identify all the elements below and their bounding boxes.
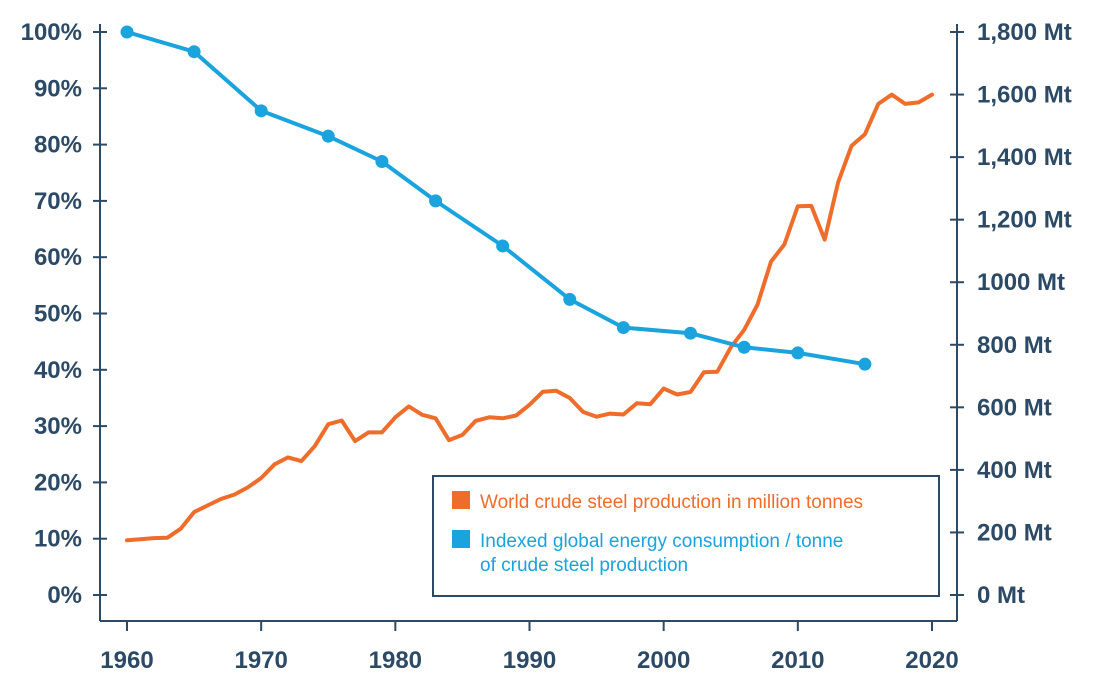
right-axis-tick-label: 1,600 Mt (977, 82, 1072, 109)
left-axis-tick-label: 10% (34, 526, 82, 553)
legend-box (432, 475, 940, 597)
x-axis-tick-label: 1990 (503, 647, 556, 674)
right-axis-tick-label: 800 Mt (977, 332, 1052, 359)
right-axis-tick-label: 200 Mt (977, 519, 1052, 546)
legend-label-energy: Indexed global energy consumption / tonn… (480, 531, 843, 576)
energy-consumption-point (375, 154, 389, 168)
right-axis-tick-label: 1,200 Mt (977, 207, 1072, 234)
x-axis-tick-label: 2010 (771, 647, 824, 674)
right-axis-tick-label: 600 Mt (977, 394, 1052, 421)
energy-consumption-point (254, 104, 268, 118)
right-axis-tick-label: 1,400 Mt (977, 144, 1072, 171)
right-axis-tick-label: 400 Mt (977, 457, 1052, 484)
left-axis-tick-label: 60% (34, 244, 82, 271)
legend-swatch-energy (452, 530, 470, 548)
energy-consumption-point (737, 340, 751, 354)
right-axis-tick-label: 0 Mt (977, 582, 1025, 609)
left-axis-tick-label: 50% (34, 301, 82, 328)
right-axis-tick-label: 1000 Mt (977, 269, 1065, 296)
left-axis-tick-label: 40% (34, 357, 82, 384)
x-axis-tick-label: 1980 (369, 647, 422, 674)
x-axis-tick-label: 1970 (234, 647, 287, 674)
left-axis-tick-label: 70% (34, 188, 82, 215)
x-axis-tick-label: 2020 (905, 647, 958, 674)
energy-consumption-point (791, 346, 805, 360)
energy-consumption-point (120, 25, 134, 39)
left-axis-tick-label: 100% (21, 19, 82, 46)
left-axis-tick-label: 80% (34, 132, 82, 159)
left-axis-tick-label: 90% (34, 75, 82, 102)
legend-swatch-steel (452, 491, 470, 509)
left-axis-tick-label: 30% (34, 413, 82, 440)
x-axis-tick-label: 1960 (100, 647, 153, 674)
energy-consumption-point (496, 239, 510, 253)
left-axis-tick-label: 20% (34, 469, 82, 496)
energy-consumption-point (563, 292, 577, 306)
legend-label-steel: World crude steel production in million … (480, 492, 863, 513)
energy-consumption-point (684, 326, 697, 340)
legend: World crude steel production in million … (432, 475, 940, 597)
x-axis-tick-label: 2000 (637, 647, 690, 674)
left-axis-tick-label: 0% (47, 582, 82, 609)
steel-production-line (125, 92, 934, 543)
energy-consumption-point (429, 194, 443, 208)
right-axis-tick-label: 1,800 Mt (977, 19, 1072, 46)
energy-consumption-point (858, 357, 872, 371)
energy-consumption-point (187, 45, 201, 59)
energy-consumption-point (616, 321, 630, 335)
energy-consumption-point (321, 129, 335, 143)
